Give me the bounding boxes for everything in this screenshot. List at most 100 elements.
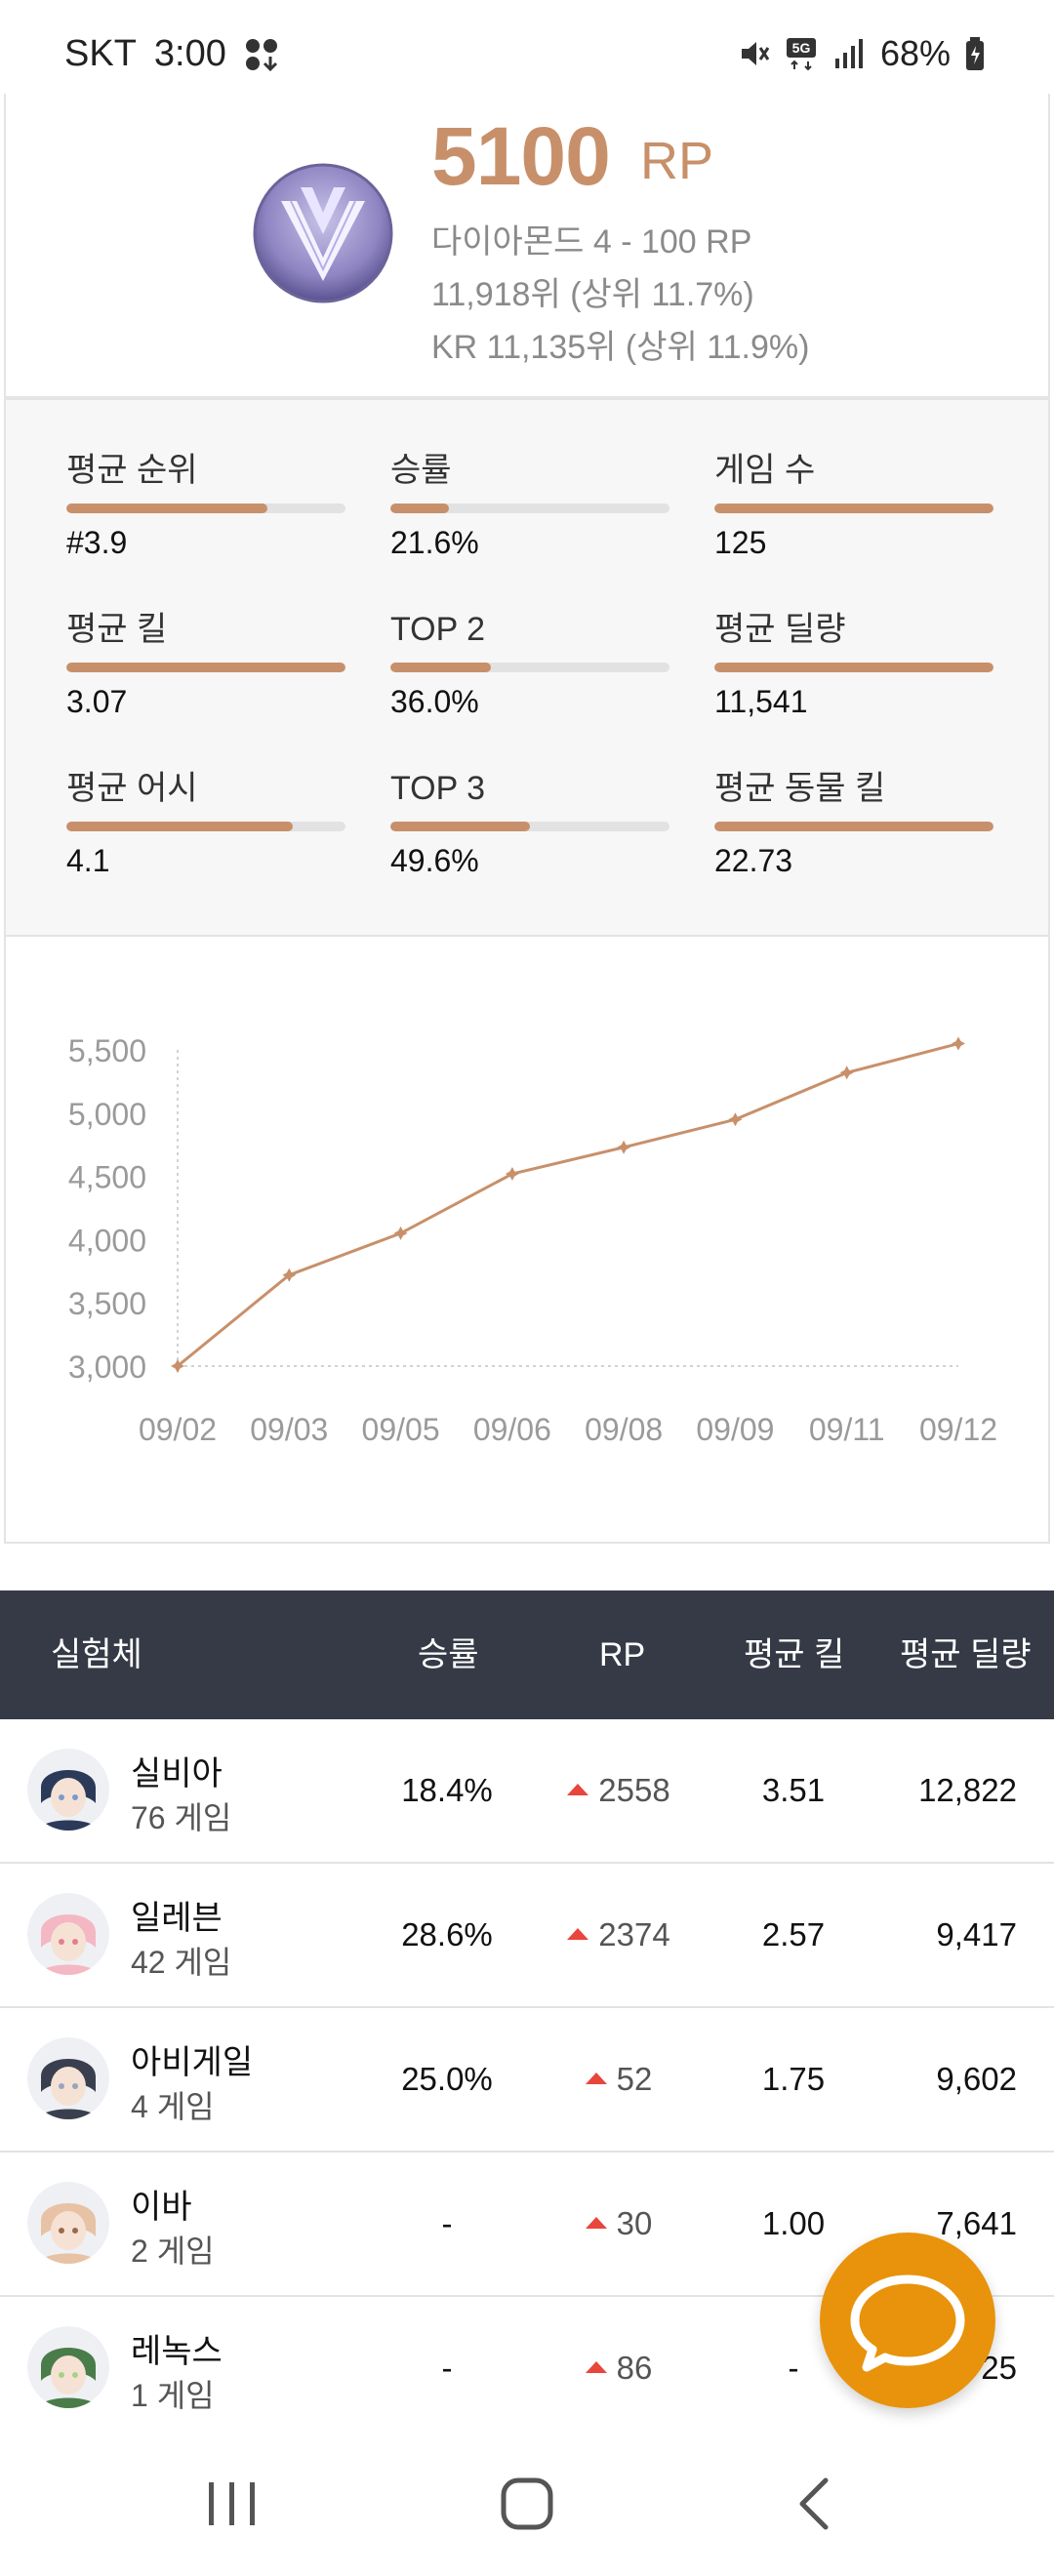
stat-label: TOP 2 (390, 611, 486, 648)
rp-unit: RP (640, 132, 714, 190)
avg-damage-cell: 12,822 (918, 1772, 1017, 1808)
character-name: 레녹스 (131, 2333, 223, 2370)
rp-change-value: 2558 (598, 1772, 670, 1808)
stat-label: 승률 (390, 452, 452, 489)
stat-value: 36.0% (390, 684, 479, 719)
stat-progress-fill (66, 663, 345, 672)
stat-progress-bar (66, 503, 345, 513)
rp-data-point (728, 1112, 743, 1127)
stat-label: 평균 동물 킬 (714, 770, 886, 807)
stat-item: TOP 3 49.6% (390, 767, 669, 879)
rp-history-chart: 5,500 5,000 4,500 4,000 3,500 3,000 09/02 09/03… (4, 937, 1050, 1544)
character-table: 실험체 승률 RP 평균 킬 평균 딜량 실비아 76 게임 18.4% 2558 3.… (0, 1590, 1054, 2441)
tier-text: 다이아몬드 4 - 100 RP (431, 223, 752, 261)
stat-label: 평균 딜량 (714, 611, 846, 648)
grid-icon (245, 38, 277, 71)
x-tick-label: 09/08 (585, 1412, 663, 1447)
global-rank-text: 11,918위 (상위 11.7%) (431, 276, 754, 313)
table-row[interactable]: 일레븐 42 게임 28.6% 2374 2.57 9,417 (0, 1864, 1054, 2008)
y-tick-label: 5,000 (68, 1097, 146, 1132)
table-row[interactable]: 이바 2 게임 - 30 1.00 7,641 (0, 2153, 1054, 2297)
stat-label: 평균 킬 (66, 611, 168, 648)
character-name: 아비게일 (131, 2044, 254, 2081)
clock: 3:00 (153, 33, 226, 74)
stat-progress-fill (390, 822, 530, 831)
y-tick-label: 3,000 (68, 1349, 146, 1385)
x-tick-label: 09/09 (696, 1412, 774, 1447)
rp-data-point (839, 1066, 854, 1080)
status-right: 5G 68% (738, 33, 986, 74)
status-bar: SKT 3:00 5G 68% (0, 0, 1054, 107)
x-tick-label: 09/03 (250, 1412, 328, 1447)
chat-fab-button[interactable] (820, 2233, 995, 2408)
rp-up-icon (585, 2073, 607, 2085)
stat-progress-bar (714, 822, 993, 831)
x-tick-label: 09/02 (139, 1412, 217, 1447)
rp-line-chart: 5,500 5,000 4,500 4,000 3,500 3,000 09/02 09/03… (68, 1033, 997, 1447)
rp-up-icon (567, 1928, 589, 1941)
stat-progress-fill (390, 663, 491, 672)
header-rp[interactable]: RP (599, 1636, 646, 1673)
rp-up-icon (585, 2217, 607, 2230)
stat-item: 평균 딜량 11,541 (714, 608, 993, 720)
stat-label: 평균 순위 (66, 452, 198, 489)
stats-panel: 평균 순위 #3.9 승률 21.6% 게임 수 125 평균 킬 3.07 TOP 2 36.0… (4, 398, 1050, 937)
x-tick-label: 09/06 (473, 1412, 551, 1447)
table-row[interactable]: 아비게일 4 게임 25.0% 52 1.75 9,602 (0, 2008, 1054, 2153)
stat-item: 평균 킬 3.07 (66, 608, 345, 720)
character-name: 일레븐 (131, 1900, 223, 1937)
rp-change-cell: 86 (0, 2297, 1054, 2439)
y-tick-label: 4,500 (68, 1160, 146, 1195)
rp-series-line (177, 1042, 959, 1368)
stat-value: #3.9 (66, 525, 128, 560)
stat-progress-fill (66, 822, 293, 831)
avg-kills-cell: 3.51 (761, 1772, 826, 1808)
carrier-label: SKT (64, 33, 137, 74)
avg-kills-cell: 1.75 (761, 2061, 826, 2097)
stat-value: 21.6% (390, 525, 479, 560)
avg-damage-cell: 9,417 (936, 1916, 1017, 1952)
avg-damage-cell: 9,602 (936, 2061, 1017, 2097)
header-avg-kills[interactable]: 평균 킬 (744, 1636, 845, 1673)
stat-value: 11,541 (714, 684, 808, 719)
battery-icon (966, 37, 984, 70)
stat-label: TOP 3 (390, 770, 486, 807)
rp-change-value: 2374 (598, 1916, 670, 1952)
avg-kills-cell: 1.00 (761, 2205, 826, 2241)
battery-percent: 68% (879, 33, 951, 73)
stat-progress-bar (390, 663, 669, 672)
stat-progress-fill (66, 503, 267, 513)
home-icon[interactable] (496, 2473, 558, 2535)
stat-progress-fill (714, 503, 993, 513)
rp-change-cell: 2558 (0, 1719, 1054, 1862)
winrate-cell: 25.0% (401, 2061, 493, 2097)
stat-progress-bar (714, 503, 993, 513)
table-body: 실비아 76 게임 18.4% 2558 3.51 12,822 일레븐 42 게임 28.6%… (0, 1719, 1054, 2441)
stat-progress-bar (66, 822, 345, 831)
rp-value: 5100 (431, 110, 611, 202)
stat-progress-bar (390, 822, 669, 831)
character-games: 1 게임 (131, 2378, 215, 2413)
winrate-cell: 28.6% (401, 1916, 493, 1952)
status-left: SKT 3:00 (64, 33, 279, 75)
stat-progress-fill (714, 822, 993, 831)
character-games: 2 게임 (131, 2234, 215, 2269)
table-row[interactable]: 실비아 76 게임 18.4% 2558 3.51 12,822 (0, 1719, 1054, 1864)
stat-item: 게임 수 125 (714, 449, 993, 561)
character-avatar (27, 1893, 109, 1975)
rank-card (4, 94, 1050, 398)
character-name: 실비아 (131, 1755, 223, 1792)
rp-data-point (171, 1359, 184, 1373)
header-winrate[interactable]: 승률 (418, 1636, 479, 1673)
character-games: 76 게임 (131, 1800, 232, 1835)
header-avg-damage[interactable]: 평균 딜량 (900, 1636, 1032, 1673)
stat-value: 4.1 (66, 843, 110, 878)
y-tick-label: 4,000 (68, 1223, 146, 1258)
recent-apps-icon[interactable] (205, 2475, 260, 2533)
stat-value: 22.73 (714, 843, 793, 878)
stat-label: 게임 수 (714, 452, 816, 489)
stat-value: 49.6% (390, 843, 479, 878)
stat-item: 평균 순위 #3.9 (66, 449, 345, 561)
back-icon[interactable] (790, 2475, 839, 2533)
header-character[interactable]: 실험체 (51, 1636, 142, 1673)
